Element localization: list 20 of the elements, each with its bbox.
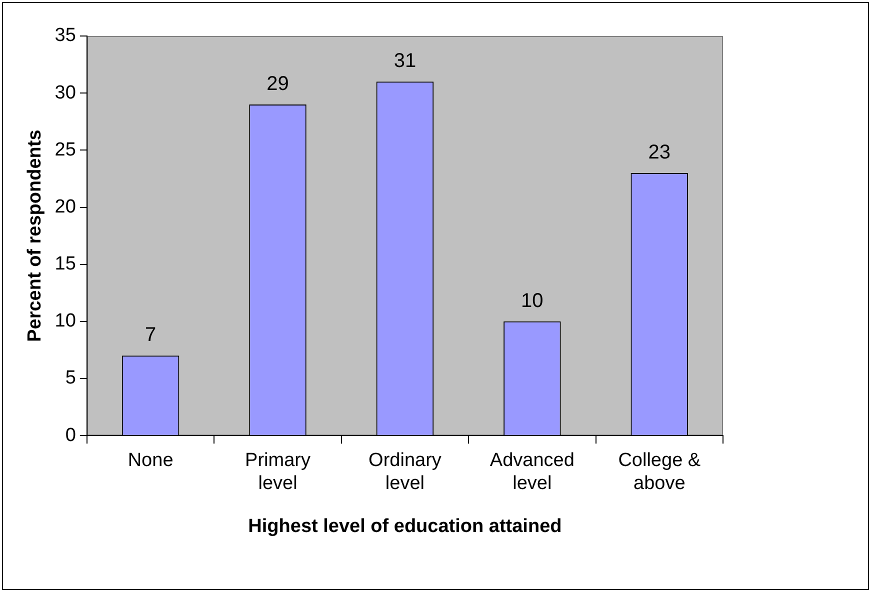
- data-label: 10: [521, 290, 544, 312]
- y-tick-label: 25: [54, 139, 76, 160]
- x-tick-label: Primary level: [245, 450, 311, 494]
- y-tick-label: 10: [54, 310, 76, 332]
- data-label: 29: [266, 73, 289, 96]
- y-tick-label: 15: [54, 254, 76, 275]
- x-tick-label: College & above: [618, 450, 701, 494]
- x-tick-label: Ordinary level: [368, 450, 442, 494]
- y-tick-label: 35: [54, 25, 76, 46]
- x-tick-label: None: [128, 450, 174, 472]
- y-tick-label: 30: [54, 82, 76, 104]
- x-axis-title: Highest level of education attained: [248, 516, 562, 537]
- y-tick-label: 20: [54, 196, 76, 218]
- data-label: 7: [144, 324, 156, 346]
- data-label: 23: [648, 142, 671, 164]
- y-tick-label: 0: [65, 424, 76, 446]
- y-tick-label: 5: [65, 368, 76, 389]
- x-tick-label: Advanced level: [490, 450, 574, 494]
- data-label: 31: [394, 50, 416, 72]
- y-axis-title: Percent of respondents: [24, 130, 46, 342]
